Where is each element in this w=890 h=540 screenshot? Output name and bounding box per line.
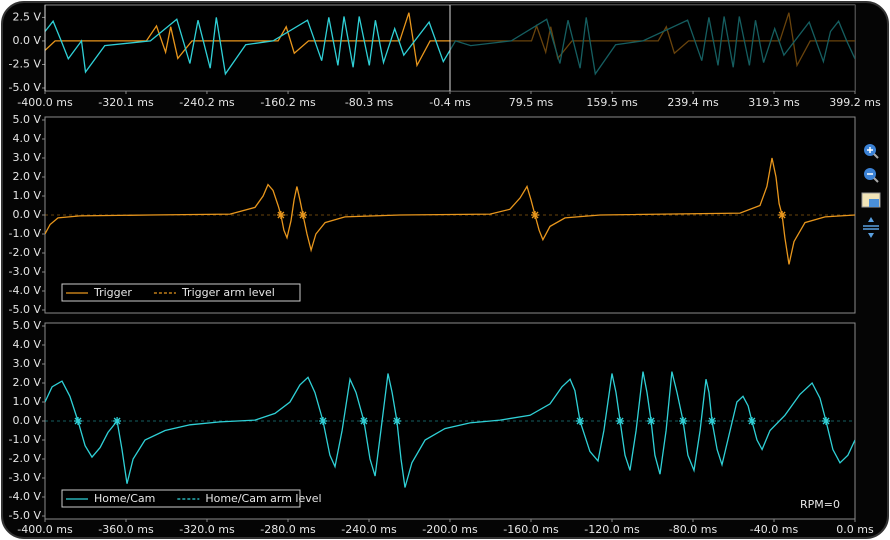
y-tick-label: -5.0 V <box>9 509 42 522</box>
legend <box>61 489 301 508</box>
edge-marker <box>778 211 787 219</box>
split-button[interactable] <box>863 217 879 238</box>
zoom-in-button[interactable] <box>864 144 879 159</box>
y-tick-label: -3.0 V <box>9 471 42 484</box>
y-tick-label: -2.5 V <box>9 57 42 70</box>
legend-label: Trigger <box>93 286 132 299</box>
x-tick-label: -320.1 ms <box>98 96 154 109</box>
legend-label: Home/Cam <box>94 492 155 505</box>
edge-marker <box>298 211 307 219</box>
y-tick-label: -5.0 V <box>9 303 42 316</box>
x-tick-label: -80.3 ms <box>345 96 394 109</box>
x-tick-label: -200.0 ms <box>422 523 478 536</box>
y-tick-label: -2.0 V <box>9 246 42 259</box>
x-tick-label: -360.0 ms <box>98 523 154 536</box>
edge-marker <box>113 417 122 425</box>
zoom-out-button[interactable] <box>864 168 879 183</box>
trace <box>45 371 855 488</box>
x-tick-label: -240.2 ms <box>179 96 235 109</box>
edge-marker <box>747 417 756 425</box>
y-tick-label: 2.0 V <box>12 170 41 183</box>
trace <box>45 157 855 265</box>
legend <box>61 283 301 302</box>
x-tick-label: -80.0 ms <box>669 523 718 536</box>
x-tick-label: -120.0 ms <box>584 523 640 536</box>
edge-marker <box>531 211 540 219</box>
x-tick-label: 79.5 ms <box>509 96 554 109</box>
x-tick-label: -40.0 ms <box>750 523 799 536</box>
y-tick-label: -2.0 V <box>9 452 42 465</box>
x-tick-label: -280.0 ms <box>260 523 316 536</box>
y-tick-label: 0.0 V <box>12 34 41 47</box>
y-tick-label: 0.0 V <box>12 414 41 427</box>
y-tick-label: -1.0 V <box>9 227 42 240</box>
y-tick-label: -5.0 V <box>9 81 42 94</box>
x-tick-label: -320.0 ms <box>179 523 235 536</box>
toolbar <box>861 144 881 238</box>
y-tick-label: 2.0 V <box>12 376 41 389</box>
traces <box>45 371 855 488</box>
edge-marker <box>276 211 285 219</box>
x-tick-label: -400.0 ms <box>17 523 73 536</box>
y-tick-label: 1.0 V <box>12 189 41 202</box>
y-tick-label: 4.0 V <box>12 132 41 145</box>
y-tick-label: 2.5 V <box>12 10 41 23</box>
edge-marker <box>679 417 688 425</box>
y-tick-label: -4.0 V <box>9 284 42 297</box>
traces <box>45 157 855 265</box>
y-tick-label: 5.0 V <box>12 113 41 126</box>
x-tick-label: 399.2 ms <box>829 96 881 109</box>
x-tick-label: -160.2 ms <box>260 96 316 109</box>
edge-marker <box>576 417 585 425</box>
y-tick-label: 3.0 V <box>12 151 41 164</box>
x-tick-label: 159.5 ms <box>586 96 638 109</box>
edge-marker <box>708 417 717 425</box>
snapshot-button[interactable] <box>861 192 881 208</box>
x-tick-label: 239.4 ms <box>667 96 719 109</box>
legend-label: Trigger arm level <box>181 286 275 299</box>
plot-area <box>44 322 856 520</box>
x-tick-label: -160.0 ms <box>503 523 559 536</box>
x-tick-label: 0.0 ms <box>836 523 874 536</box>
x-tick-label: -400.0 ms <box>17 96 73 109</box>
y-tick-label: -4.0 V <box>9 490 42 503</box>
y-tick-label: 0.0 V <box>12 208 41 221</box>
zoom-shade <box>450 5 855 91</box>
legend-label: Home/Cam arm level <box>205 492 321 505</box>
annotation: RPM=0 <box>800 498 840 511</box>
y-tick-label: 1.0 V <box>12 395 41 408</box>
edge-marker <box>616 417 625 425</box>
y-tick-label: 4.0 V <box>12 338 41 351</box>
edge-marker <box>647 417 656 425</box>
edge-marker <box>822 417 831 425</box>
x-tick-label: -0.4 ms <box>429 96 471 109</box>
x-tick-label: 319.3 ms <box>748 96 800 109</box>
edge-marker <box>319 417 328 425</box>
y-tick-label: -1.0 V <box>9 433 42 446</box>
edge-marker <box>359 417 368 425</box>
edge-marker <box>392 417 401 425</box>
x-tick-label: -240.0 ms <box>341 523 397 536</box>
y-tick-label: 3.0 V <box>12 357 41 370</box>
y-tick-label: -3.0 V <box>9 265 42 278</box>
edge-marker <box>74 417 83 425</box>
y-tick-label: 5.0 V <box>12 319 41 332</box>
